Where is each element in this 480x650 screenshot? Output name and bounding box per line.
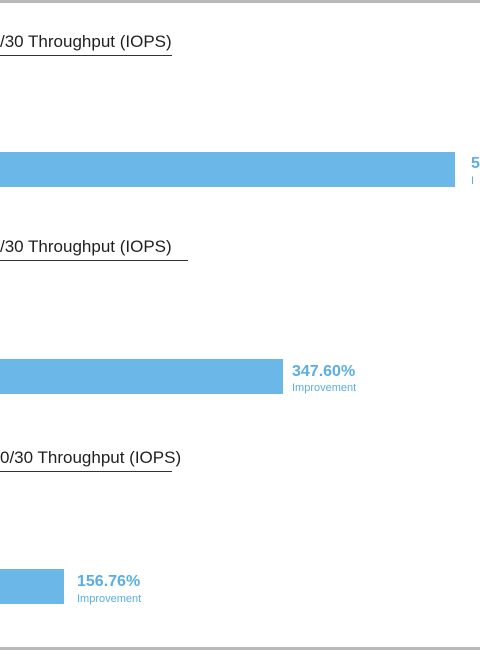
bar-sub-label: Improvement	[292, 382, 357, 394]
bar	[0, 569, 64, 604]
chart-title: /30 Throughput (IOPS)	[0, 237, 172, 256]
title-underline	[0, 260, 188, 261]
bar	[0, 152, 455, 187]
bar	[0, 359, 283, 394]
chart-title: /30 Throughput (IOPS)	[0, 32, 172, 51]
bar-value-label: 5	[471, 155, 480, 172]
bar-value-label: 347.60%	[292, 363, 356, 380]
title-underline	[0, 471, 172, 472]
chart-title: 0/30 Throughput (IOPS)	[0, 448, 182, 467]
bar-sub-label: Improvement	[77, 593, 142, 605]
title-underline	[0, 55, 172, 56]
bar-sub-label: I	[471, 175, 475, 187]
bar-value-label: 156.76%	[77, 573, 141, 590]
